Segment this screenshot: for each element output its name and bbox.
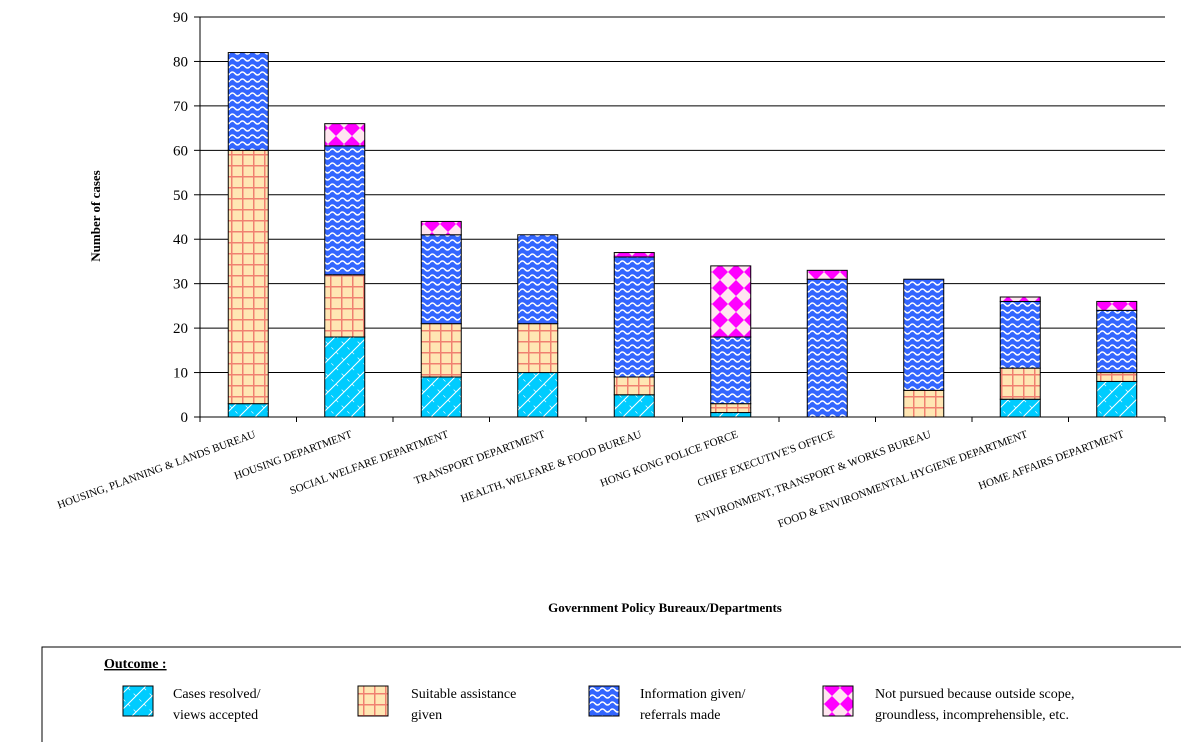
bar-segment-information bbox=[710, 336, 752, 405]
bar-segment-resolved bbox=[324, 336, 366, 418]
bar-segment-assistance bbox=[903, 389, 945, 418]
legend-label-information-line1: Information given/ bbox=[640, 687, 745, 702]
bar-segment-assistance bbox=[1096, 372, 1138, 382]
y-tick-label: 10 bbox=[173, 366, 188, 382]
bar-segment-information bbox=[999, 300, 1041, 369]
bar-segment-assistance bbox=[710, 403, 752, 414]
y-tick-label: 90 bbox=[173, 10, 188, 26]
bar-segment-resolved bbox=[999, 398, 1041, 418]
bar-segment-information bbox=[517, 234, 559, 325]
legend-swatch-assistance bbox=[357, 685, 389, 717]
bars bbox=[227, 52, 1138, 418]
bar-segment-resolved bbox=[227, 403, 269, 418]
y-tick-label: 40 bbox=[173, 232, 188, 248]
axes bbox=[194, 16, 1166, 422]
x-category-labels: HOUSING, PLANNING & LANDS BUREAUHOUSING … bbox=[56, 428, 1126, 530]
y-tick-label: 50 bbox=[173, 188, 188, 204]
x-axis-title: Government Policy Bureaux/Departments bbox=[548, 600, 782, 615]
bar-segment-information bbox=[1096, 309, 1138, 374]
bar-segment-assistance bbox=[324, 274, 366, 338]
bar-segment-information bbox=[903, 278, 945, 391]
bar-segment-assistance bbox=[999, 367, 1041, 400]
legend-swatch-information bbox=[588, 685, 620, 717]
bar-segment-assistance bbox=[613, 376, 655, 396]
legend-label-not-pursued-line1: Not pursued because outside scope, bbox=[875, 687, 1074, 702]
y-tick-label: 20 bbox=[173, 321, 188, 337]
bar-segment-information bbox=[324, 145, 366, 276]
y-tick-label: 60 bbox=[173, 143, 188, 159]
x-category-label: HOUSING, PLANNING & LANDS BUREAU bbox=[56, 429, 257, 512]
legend-label-not-pursued-line2: groundless, incomprehensible, etc. bbox=[875, 708, 1069, 723]
bar-segment-resolved bbox=[1096, 380, 1138, 418]
bar-segment-not_pursued bbox=[710, 265, 752, 338]
bar-segment-resolved bbox=[517, 372, 559, 418]
bar-segment-assistance bbox=[227, 149, 269, 405]
bar-segment-resolved bbox=[710, 412, 752, 418]
bar-segment-not_pursued bbox=[420, 220, 462, 236]
legend-label-resolved-line1: Cases resolved/ bbox=[173, 687, 261, 702]
bar-segment-not_pursued bbox=[613, 252, 655, 258]
bar-segment-not_pursued bbox=[1096, 300, 1138, 311]
legend: Outcome : Cases resolved/ views accepted… bbox=[41, 646, 1181, 747]
y-tick-labels: 0 10 20 30 40 50 60 70 80 90 bbox=[173, 10, 188, 426]
bar-segment-not_pursued bbox=[324, 123, 366, 147]
bar-segment-not_pursued bbox=[806, 269, 848, 280]
y-tick-label: 0 bbox=[181, 410, 189, 426]
bar-segment-resolved bbox=[613, 394, 655, 418]
y-tick-label: 80 bbox=[173, 54, 188, 70]
bar-segment-assistance bbox=[420, 323, 462, 378]
legend-heading: Outcome : bbox=[104, 657, 167, 672]
legend-label-assistance-line2: given bbox=[411, 708, 442, 723]
legend-label-resolved-line2: views accepted bbox=[173, 708, 258, 723]
bar-segment-information bbox=[613, 256, 655, 378]
bar-segment-resolved bbox=[420, 376, 462, 418]
y-tick-label: 30 bbox=[173, 277, 188, 293]
legend-swatch-resolved bbox=[122, 685, 154, 717]
y-axis-title: Number of cases bbox=[88, 170, 103, 261]
bar-segment-information bbox=[420, 234, 462, 325]
legend-label-information-line2: referrals made bbox=[640, 708, 720, 723]
legend-label-assistance-line1: Suitable assistance bbox=[411, 687, 516, 702]
bar-segment-information bbox=[806, 278, 848, 418]
bar-segment-not_pursued bbox=[999, 296, 1041, 302]
x-category-label: HEALTH, WELFARE & FOOD BUREAU bbox=[459, 429, 643, 506]
y-tick-label: 70 bbox=[173, 99, 188, 115]
x-category-label: SOCIAL WELFARE DEPARTMENT bbox=[288, 428, 450, 497]
bar-segment-information bbox=[227, 52, 269, 151]
legend-swatch-not-pursued bbox=[822, 685, 854, 717]
bar-segment-assistance bbox=[517, 323, 559, 374]
